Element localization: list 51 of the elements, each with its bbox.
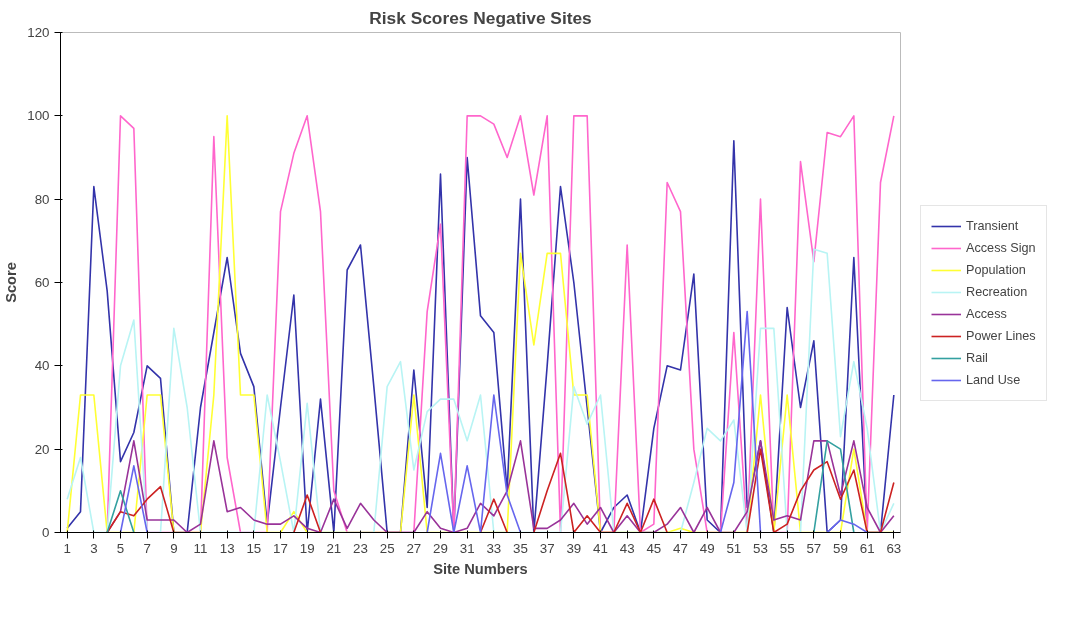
- x-tick-label: 25: [379, 540, 395, 556]
- y-tick-label: 40: [34, 358, 50, 374]
- legend-label: Access: [966, 306, 1007, 321]
- y-tick-label: 100: [27, 108, 50, 124]
- x-tick-label: 35: [513, 540, 528, 556]
- x-tick-label: 21: [326, 540, 342, 556]
- legend-label: Access Sign: [966, 240, 1036, 255]
- y-tick-label: 80: [34, 191, 50, 207]
- x-tick-label: 15: [246, 540, 262, 556]
- x-tick-label: 29: [433, 540, 448, 556]
- x-tick-label: 59: [833, 540, 848, 556]
- legend-label: Transient: [966, 218, 1019, 233]
- x-tick-label: 63: [886, 540, 902, 556]
- x-tick-label: 19: [299, 540, 315, 556]
- y-tick-label: 0: [42, 525, 50, 540]
- x-tick-label: 33: [486, 540, 502, 556]
- legend-label: Recreation: [966, 284, 1028, 299]
- x-tick-label: 31: [459, 540, 475, 556]
- x-tick-label: 39: [566, 540, 582, 556]
- x-axis-title: Site Numbers: [433, 560, 528, 577]
- x-tick-label: 9: [170, 540, 178, 556]
- x-tick-label: 41: [593, 540, 608, 556]
- line-series: [66, 248, 895, 533]
- x-tick-label: 17: [273, 540, 288, 556]
- x-tick-label: 11: [193, 540, 208, 556]
- x-tick-label: 45: [646, 540, 662, 556]
- x-tick-label: 57: [806, 540, 822, 556]
- x-tick-label: 13: [219, 540, 235, 556]
- x-tick-label: 3: [90, 540, 98, 556]
- x-tick-label: 49: [699, 540, 715, 556]
- x-tick-label: 53: [753, 540, 768, 556]
- legend-label: Population: [966, 262, 1026, 277]
- y-tick-label: 120: [27, 25, 50, 40]
- x-tick-label: 27: [406, 540, 422, 556]
- y-tick-label: 20: [34, 441, 50, 457]
- x-tick-label: 55: [779, 540, 795, 556]
- x-tick-label: 7: [143, 540, 151, 556]
- legend-label: Rail: [966, 350, 988, 365]
- x-tick-label: 37: [539, 540, 555, 556]
- x-tick-label: 23: [353, 540, 368, 556]
- legend-label: Land Use: [966, 372, 1021, 387]
- x-tick-label: 51: [726, 540, 742, 556]
- x-tick-label: 43: [619, 540, 635, 556]
- x-tick-label: 47: [673, 540, 688, 556]
- x-tick-label: 5: [116, 540, 125, 556]
- y-tick-label: 60: [34, 275, 50, 290]
- legend-label: Power Lines: [966, 328, 1036, 343]
- x-tick-label: 61: [859, 540, 875, 556]
- y-axis-title: Score: [3, 262, 20, 303]
- chart-title: Risk Scores Negative Sites: [369, 7, 592, 28]
- x-tick-label: 1: [63, 540, 71, 556]
